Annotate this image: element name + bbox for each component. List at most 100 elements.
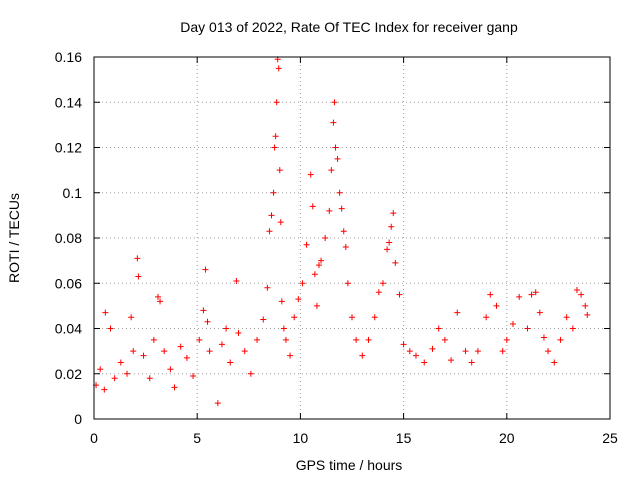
y-tick-label: 0.16 (55, 49, 82, 65)
data-point (349, 314, 355, 321)
data-point (390, 210, 397, 217)
plot-frame (93, 56, 611, 420)
data-point (441, 336, 448, 343)
data-point (287, 352, 294, 359)
data-point (200, 307, 207, 314)
data-point (161, 348, 168, 355)
data-point (365, 336, 372, 343)
data-point (101, 386, 108, 393)
data-point (328, 167, 335, 174)
data-point (435, 325, 442, 332)
data-point (528, 291, 535, 298)
data-point (171, 384, 178, 391)
data-point (331, 99, 338, 106)
data-point (276, 167, 283, 174)
data-point (190, 373, 197, 380)
data-point (97, 366, 104, 373)
data-point (206, 348, 213, 355)
data-point (336, 189, 343, 196)
data-point (241, 348, 248, 355)
data-point (412, 352, 419, 359)
data-point (235, 330, 242, 337)
data-point (524, 325, 531, 332)
data-point (509, 320, 516, 327)
data-point (315, 262, 322, 269)
data-point (332, 144, 339, 151)
data-point (396, 291, 403, 298)
data-point (454, 309, 461, 316)
data-point (536, 309, 543, 316)
data-point (223, 325, 230, 332)
data-point (392, 259, 399, 266)
data-point (102, 309, 109, 316)
data-point (130, 348, 137, 355)
data-point (202, 266, 209, 273)
data-point (371, 314, 378, 321)
data-point (334, 155, 341, 162)
y-tick-label: 0.12 (55, 140, 82, 156)
data-point (295, 296, 302, 303)
data-point (388, 223, 395, 230)
data-point (111, 375, 118, 382)
data-point (344, 280, 351, 287)
data-point (582, 302, 589, 309)
y-tick-label: 0.06 (55, 275, 82, 291)
data-point (214, 400, 221, 407)
data-point (468, 359, 475, 366)
data-point (264, 284, 271, 291)
y-tick-label: 0.02 (55, 366, 82, 382)
data-point (353, 336, 360, 343)
data-point (379, 280, 386, 287)
data-point (532, 289, 539, 296)
data-point (584, 311, 591, 318)
data-point (247, 370, 254, 377)
data-point (150, 336, 157, 343)
data-point (462, 348, 469, 355)
data-point (359, 352, 366, 359)
x-axis-label: GPS time / hours (296, 457, 403, 473)
x-tick-label: 5 (193, 430, 201, 446)
data-point (340, 228, 347, 235)
data-point (386, 239, 393, 246)
data-point (271, 144, 278, 151)
data-point (117, 359, 124, 366)
axis-ticks: 0 5 10 15 20 25 0 0.02 0.04 0.06 0.08 0.1 0.12 0.14 0.… (55, 49, 618, 446)
data-point (154, 293, 161, 300)
y-tick-label: 0.04 (55, 321, 82, 337)
data-point (167, 366, 174, 373)
data-point (326, 207, 333, 214)
data-point (183, 354, 190, 361)
data-point (551, 359, 558, 366)
data-point (307, 171, 314, 178)
data-point (483, 314, 490, 321)
data-point (280, 325, 287, 332)
data-point (107, 325, 114, 332)
data-point (474, 348, 481, 355)
data-point (578, 291, 585, 298)
data-point (540, 334, 547, 341)
x-tick-label: 10 (293, 430, 309, 446)
data-point (573, 287, 580, 294)
data-point (309, 203, 316, 210)
data-point (406, 348, 413, 355)
data-point (278, 298, 285, 305)
data-point (266, 228, 273, 235)
data-point (322, 235, 329, 241)
x-tick-label: 0 (90, 430, 98, 446)
data-point (140, 352, 147, 359)
data-point (563, 314, 570, 321)
chart-title: Day 013 of 2022, Rate Of TEC Index for r… (180, 19, 518, 35)
data-point (260, 316, 267, 323)
y-tick-label: 0.08 (55, 230, 82, 246)
data-point (338, 205, 345, 212)
x-tick-label: 25 (602, 430, 618, 446)
data-point (375, 289, 382, 296)
data-point (330, 119, 337, 126)
data-point (275, 65, 282, 72)
data-point (218, 341, 225, 348)
y-tick-label: 0 (74, 411, 82, 427)
data-point (196, 336, 203, 343)
data-point (282, 336, 289, 343)
data-series (93, 56, 591, 407)
